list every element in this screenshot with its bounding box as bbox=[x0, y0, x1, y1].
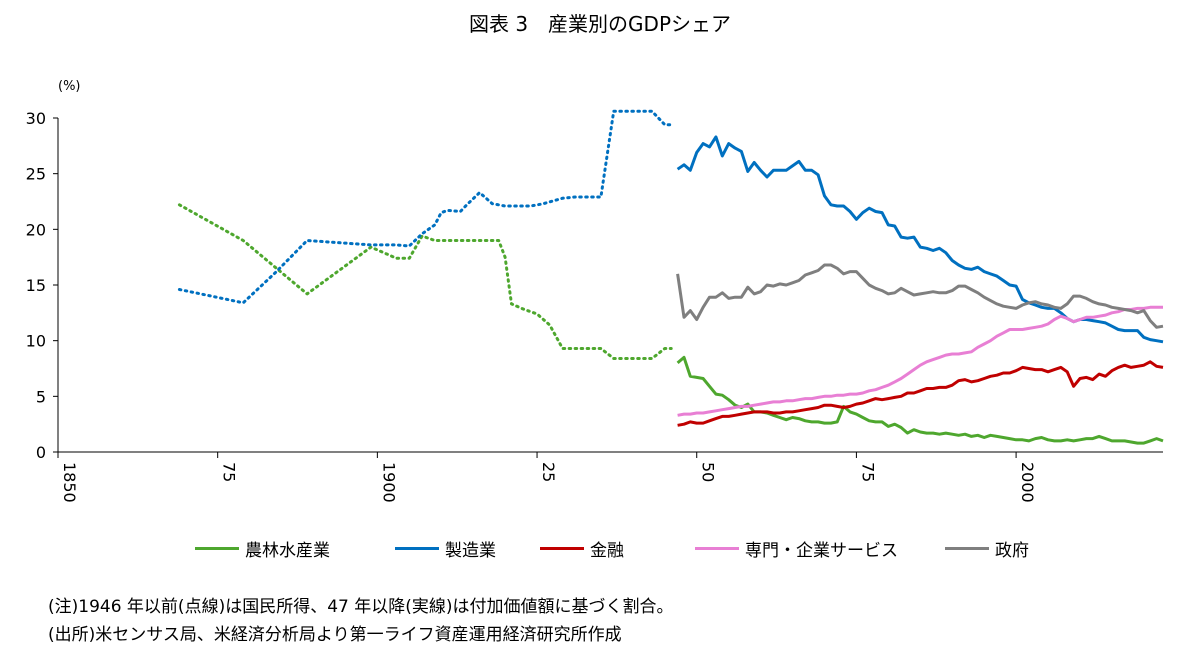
legend-swatch bbox=[695, 546, 739, 550]
source-text: (出所)米センサス局、米経済分析局より第一ライフ資産運用経済研究所作成 bbox=[48, 625, 622, 645]
legend-item: 政府 bbox=[945, 536, 1029, 561]
x-tick-label: 25 bbox=[539, 462, 558, 482]
legend-label: 金融 bbox=[590, 540, 624, 561]
legend: 農林水産業 製造業 金融 専門・企業サービス 政府 bbox=[195, 536, 1095, 561]
series-1-solid-line bbox=[676, 135, 1164, 344]
x-tick-label: 1850 bbox=[60, 462, 79, 503]
series-1-dotted-line bbox=[177, 109, 673, 305]
legend-swatch bbox=[945, 546, 989, 550]
y-tick-label: 30 bbox=[26, 109, 46, 128]
series-layer bbox=[177, 109, 1164, 445]
y-axis-unit-label: (%) bbox=[58, 79, 81, 94]
y-tick-label: 20 bbox=[26, 220, 46, 239]
legend-swatch bbox=[195, 546, 239, 550]
legend-swatch bbox=[395, 546, 439, 550]
x-tick-label: 1900 bbox=[379, 462, 398, 503]
series-0-dotted-line bbox=[177, 203, 673, 360]
y-tick-label: 5 bbox=[36, 387, 46, 406]
chart-title: 図表 3 産業別のGDPシェア bbox=[468, 12, 732, 36]
legend-label: 製造業 bbox=[445, 540, 496, 561]
series-4-solid-line bbox=[676, 263, 1164, 329]
x-tick-label: 75 bbox=[220, 462, 239, 482]
legend-label: 農林水産業 bbox=[245, 540, 330, 561]
legend-swatch bbox=[540, 546, 584, 550]
axes: 0 5 10 15 20 25 30 1850 75 1900 25 50 75 2000 bbox=[26, 109, 1163, 503]
series-0-solid-line bbox=[676, 355, 1164, 445]
x-tick-label: 50 bbox=[699, 462, 718, 482]
y-tick-label: 25 bbox=[26, 165, 46, 184]
legend-item: 製造業 bbox=[395, 536, 496, 561]
series-2-solid-line bbox=[677, 360, 1164, 427]
y-tick-label: 15 bbox=[26, 276, 46, 295]
legend-label: 専門・企業サービス bbox=[745, 540, 898, 561]
x-tick-label: 75 bbox=[858, 462, 877, 482]
y-tick-label: 10 bbox=[26, 332, 46, 351]
legend-item: 金融 bbox=[540, 536, 624, 561]
legend-item: 農林水産業 bbox=[195, 536, 330, 561]
x-tick-label: 2000 bbox=[1018, 462, 1037, 503]
legend-item: 専門・企業サービス bbox=[695, 536, 898, 561]
y-tick-label: 0 bbox=[36, 443, 46, 462]
note-text: (注)1946 年以前(点線)は国民所得、47 年以降(実線)は付加価値額に基づ… bbox=[48, 597, 674, 617]
gdp-share-line-chart: (%) 0 5 10 15 20 25 30 1850 75 1900 25 50 75 2000 bbox=[26, 79, 1164, 503]
series-3-solid-line bbox=[677, 305, 1163, 417]
legend-label: 政府 bbox=[995, 540, 1029, 561]
